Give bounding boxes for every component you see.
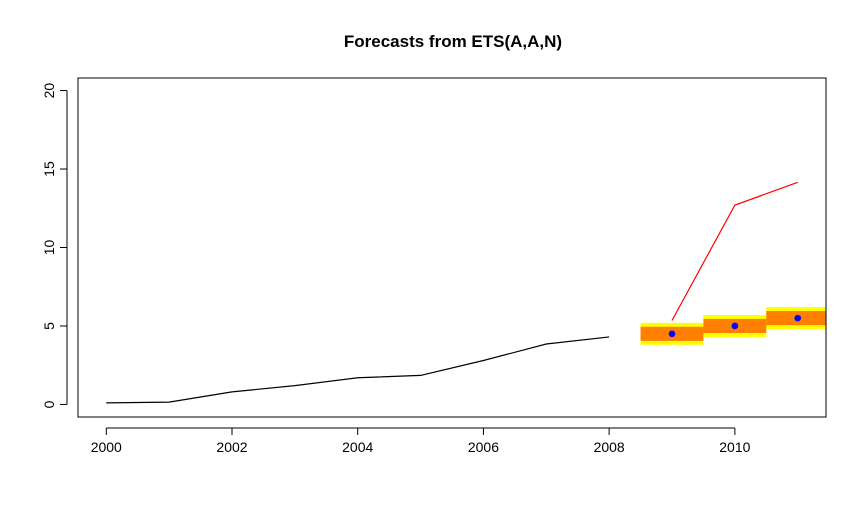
plot-frame (77, 77, 827, 418)
actual-line (671, 181, 798, 321)
x-axis: 2000 2002 2004 2006 2008 2010 (91, 427, 751, 455)
y-axis: 0 5 10 15 20 (41, 83, 68, 408)
y-tick-label-0: 0 (41, 400, 57, 408)
x-tick-label-2008: 2008 (594, 439, 625, 455)
y-tick-label-10: 10 (41, 240, 57, 256)
history-line (106, 336, 610, 404)
forecast-points (668, 314, 802, 338)
x-tick-label-2004: 2004 (342, 439, 373, 455)
x-tick-label-2002: 2002 (216, 439, 247, 455)
x-tick-label-2006: 2006 (468, 439, 499, 455)
chart-title: Forecasts from ETS(A,A,N) (344, 32, 562, 51)
y-tick-label-5: 5 (41, 322, 57, 330)
x-tick-label-2010: 2010 (719, 439, 750, 455)
forecast-point-2010 (731, 322, 739, 330)
y-tick-label-15: 15 (41, 161, 57, 177)
forecast-point-2009 (668, 330, 676, 338)
series-lines (106, 181, 798, 404)
forecast-point-2011 (794, 314, 802, 322)
y-tick-label-20: 20 (41, 83, 57, 99)
x-tick-label-2000: 2000 (91, 439, 122, 455)
